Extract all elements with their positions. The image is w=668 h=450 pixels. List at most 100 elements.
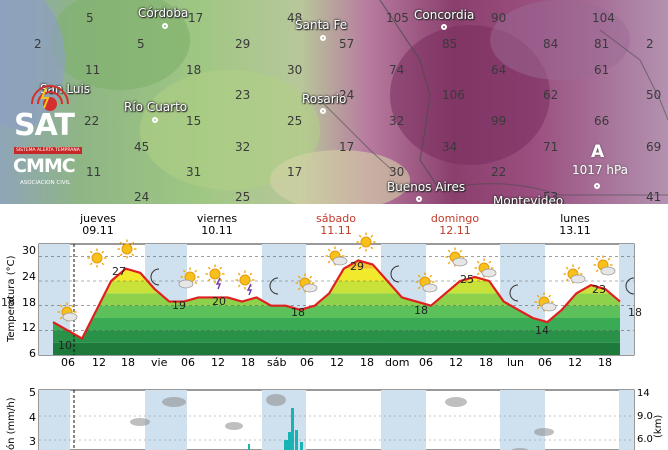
cloud-layer [445, 397, 467, 407]
sun-ray [89, 262, 93, 266]
sun-ray [607, 257, 611, 261]
city-label: Córdoba [138, 6, 189, 20]
day-date: 10.11 [201, 224, 233, 237]
right-tick: 6.0 [637, 434, 653, 445]
night-band [619, 244, 634, 355]
sun-ray [358, 234, 362, 238]
cloud-icon [302, 283, 318, 293]
map-value: 66 [594, 114, 610, 128]
sun-ray [309, 275, 313, 279]
sun-ray [59, 304, 63, 308]
city-label: Montevideo [493, 194, 564, 204]
sun-ray [327, 260, 331, 264]
antenna-icon [31, 85, 69, 111]
lightning-icon [215, 277, 222, 290]
map-value: 5 [86, 11, 94, 25]
sun-ray [565, 278, 569, 282]
map-value: 84 [543, 37, 559, 51]
temperature-band [53, 305, 620, 318]
right-tick: 9.0 [637, 411, 653, 422]
map-value: 24 [339, 88, 355, 102]
sun-ray [595, 269, 599, 273]
logo-sat-text: SAT [14, 108, 75, 143]
sun-ray [59, 316, 63, 320]
moon-icon [269, 277, 279, 295]
sun-ray [476, 260, 480, 264]
precip-tick: 5 [29, 386, 36, 399]
sun-ray [339, 248, 343, 252]
temp-label: 27 [112, 265, 126, 278]
meteogram: jueves 09.11 viernes 10.11 sábado 11.11 … [0, 204, 668, 450]
temp-label: 14 [535, 324, 549, 337]
day-date: 13.11 [559, 224, 591, 237]
y-tick: 24 [22, 270, 36, 283]
map-value: 45 [134, 140, 150, 154]
sun-ray [89, 250, 93, 254]
y-tick: 30 [22, 244, 36, 257]
map-value: 104 [592, 11, 615, 25]
cloud-icon [178, 279, 194, 289]
cloud-icon [600, 266, 616, 276]
sun-ray [370, 234, 374, 238]
city-marker [152, 117, 158, 123]
day-date-weekend: 12.11 [439, 224, 471, 237]
temp-label: 18 [291, 306, 305, 319]
temp-label: 25 [460, 273, 474, 286]
map-value: 17 [339, 140, 355, 154]
precip-bar [295, 430, 298, 450]
sun-ray [447, 249, 451, 253]
city-marker [416, 196, 422, 202]
sun-ray [565, 266, 569, 270]
temperature-band [53, 318, 620, 331]
temperature-line [52, 259, 621, 340]
sun-ray [476, 272, 480, 276]
temp-label: 19 [172, 299, 186, 312]
map-value: 105 [386, 11, 409, 25]
pressure-center-marker [594, 183, 600, 189]
temperature-band [53, 330, 620, 343]
sun-icon [91, 252, 103, 264]
weather-map[interactable]: 5 17 48 105 90 104 2 5 29 57 85 84 81 2 … [0, 0, 668, 204]
sun-ray [297, 275, 301, 279]
day-date-weekend: 11.11 [320, 224, 352, 237]
moon-icon [509, 284, 519, 302]
map-value: 61 [594, 63, 610, 77]
map-value: 11 [86, 165, 102, 179]
cloud-layer [130, 418, 150, 426]
x-tick: 06 [300, 356, 314, 369]
logo-tagline: SISTEMA ALERTA TEMPRANA [14, 147, 82, 154]
map-value: 62 [543, 88, 559, 102]
cloud-icon [570, 274, 586, 284]
precip-bar [291, 408, 294, 450]
night-band [381, 390, 426, 450]
sun-ray [297, 287, 301, 291]
temp-label: 18 [414, 304, 428, 317]
map-value: 29 [235, 37, 251, 51]
city-label: Concordia [414, 8, 475, 22]
x-tick: 18 [479, 356, 493, 369]
map-value: 5 [137, 37, 145, 51]
moon-icon [150, 268, 160, 286]
map-value: 18 [186, 63, 202, 77]
sun-ray [327, 248, 331, 252]
map-value: 2 [646, 37, 654, 51]
map-value: 17 [287, 165, 303, 179]
x-tick: sáb [267, 356, 287, 369]
map-value: 25 [287, 114, 303, 128]
city-marker [162, 23, 168, 29]
x-tick: 06 [61, 356, 75, 369]
day-name-weekend: sábado [316, 212, 356, 225]
temp-label: 18 [628, 306, 642, 319]
sun-ray [429, 274, 433, 278]
city-label: Rosario [302, 92, 347, 106]
sun-icon [121, 243, 133, 255]
sun-ray [488, 260, 492, 264]
right-tick: 14 [637, 388, 650, 399]
night-band [39, 390, 70, 450]
sun-ray [131, 241, 135, 245]
x-tick: 06 [538, 356, 552, 369]
cloud-layer [534, 428, 554, 436]
x-tick: 06 [419, 356, 433, 369]
map-background [0, 0, 668, 204]
map-value: 23 [235, 88, 251, 102]
